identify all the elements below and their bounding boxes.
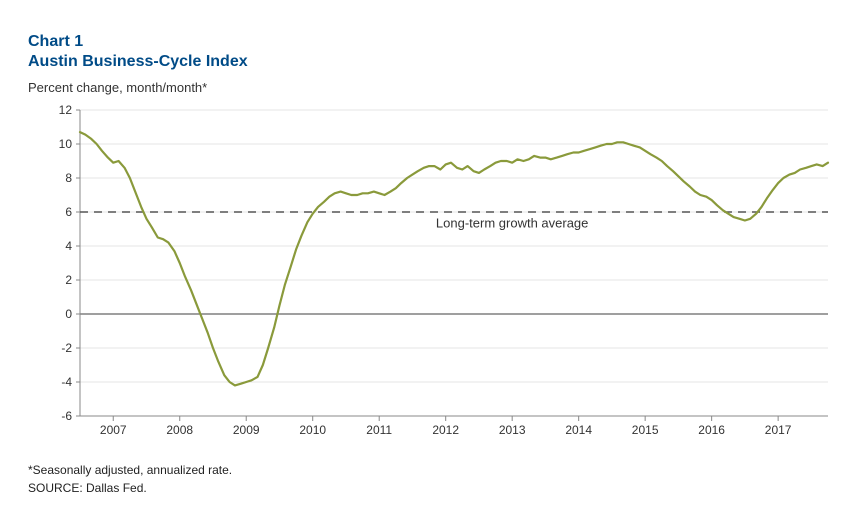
chart-svg: -6 -4 -2 0 2 4 6 8 10 12 2007 2008 2009 2010 2011 2012 2… [52,104,834,440]
svg-text:2014: 2014 [565,423,592,437]
title-block: Chart 1 Austin Business-Cycle Index [28,32,248,72]
svg-text:Long-term growth average: Long-term growth average [436,215,588,230]
svg-text:0: 0 [65,307,72,321]
svg-text:2007: 2007 [100,423,127,437]
footnote-source: SOURCE: Dallas Fed. [28,480,147,497]
plot-area: -6 -4 -2 0 2 4 6 8 10 12 2007 2008 2009 2010 2011 2012 2… [52,104,834,440]
svg-text:-4: -4 [61,375,72,389]
svg-text:2009: 2009 [233,423,260,437]
svg-text:6: 6 [65,205,72,219]
svg-text:2: 2 [65,273,72,287]
svg-text:4: 4 [65,239,72,253]
svg-text:10: 10 [59,137,73,151]
svg-text:2011: 2011 [366,423,392,437]
svg-text:8: 8 [65,171,72,185]
svg-text:2010: 2010 [299,423,326,437]
svg-text:2017: 2017 [765,423,792,437]
chart-container: Chart 1 Austin Business-Cycle Index Perc… [0,0,860,522]
svg-text:2015: 2015 [632,423,659,437]
svg-text:2013: 2013 [499,423,526,437]
chart-title: Austin Business-Cycle Index [28,52,248,72]
svg-text:12: 12 [59,104,73,117]
svg-text:2008: 2008 [166,423,193,437]
svg-text:2016: 2016 [698,423,725,437]
svg-text:2012: 2012 [432,423,459,437]
y-axis-title: Percent change, month/month* [28,80,207,95]
chart-number: Chart 1 [28,32,248,52]
svg-text:-2: -2 [61,341,72,355]
footnote-adjustment: *Seasonally adjusted, annualized rate. [28,462,232,479]
svg-text:-6: -6 [61,409,72,423]
